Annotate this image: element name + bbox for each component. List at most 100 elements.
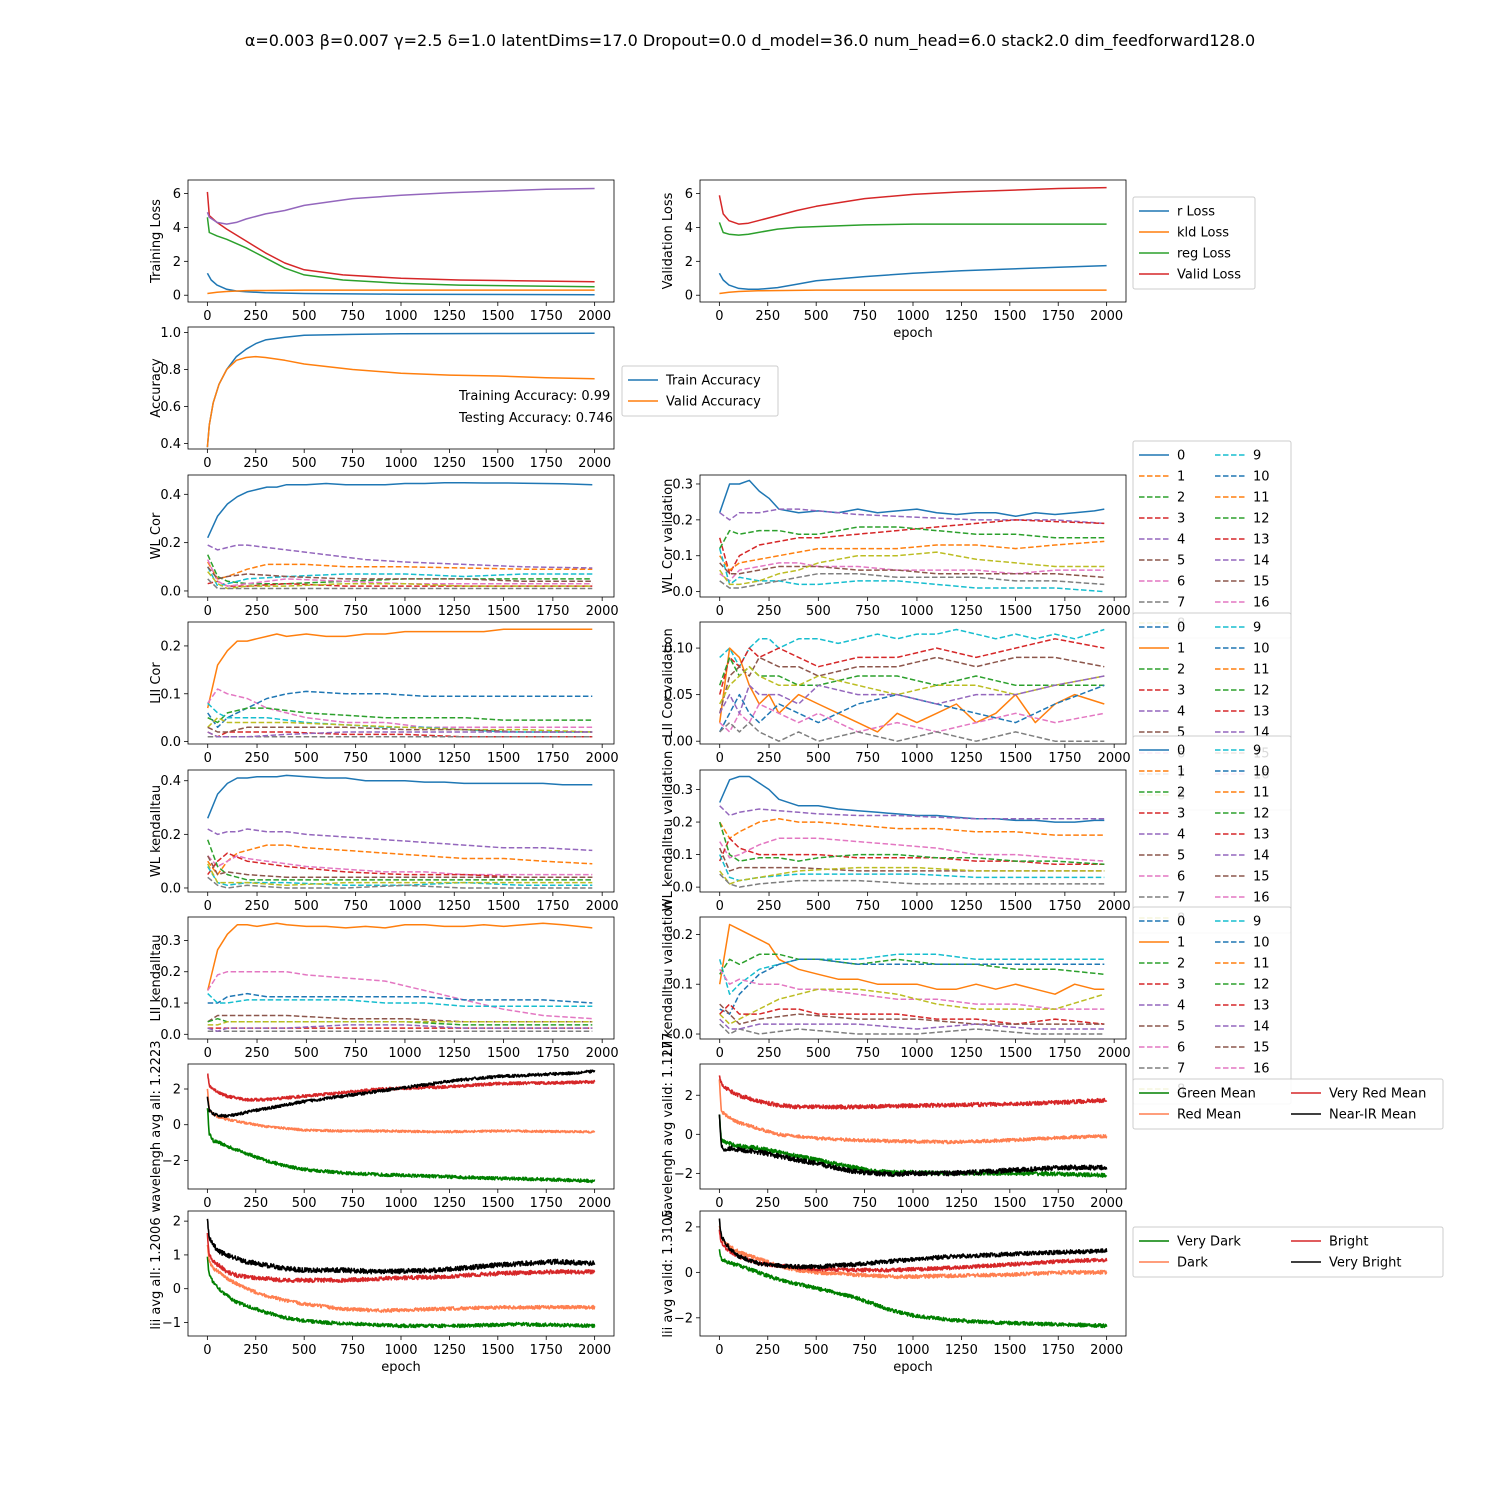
y-tick-label: 0 (173, 1118, 181, 1133)
x-tick-label: 1750 (1048, 899, 1081, 914)
x-tick-label: 1250 (433, 309, 466, 324)
series-line-9 (207, 876, 593, 889)
series-line-8 (719, 866, 1105, 885)
legend-label: 1 (1177, 470, 1185, 485)
panel-wl_cor: 0 250 500 750 1000 1250 1500 1750 2000 0.0 0.2 0.4 W… (149, 474, 619, 619)
legend: 012345678910111213141516 (1132, 906, 1292, 1105)
y-tick-label: 0 (685, 289, 693, 304)
series-group (718, 775, 1105, 888)
x-tick-label: 1250 (945, 1196, 978, 1211)
series-line-6 (719, 684, 1105, 733)
legend-label: 16 (1253, 596, 1270, 611)
legend-label: 13 (1253, 533, 1270, 548)
x-tick-label: 1000 (388, 604, 421, 619)
x-tick-label: 1500 (999, 899, 1032, 914)
legend-label: 6 (1177, 575, 1185, 590)
x-tick-label: 1750 (536, 1046, 569, 1061)
x-tick-label: 750 (340, 1343, 365, 1358)
x-tick-label: 1500 (481, 309, 514, 324)
x-tick-label: 500 (294, 899, 319, 914)
x-tick-label: 500 (292, 456, 317, 471)
legend-box (621, 365, 779, 417)
series-line-8 (719, 1023, 1105, 1035)
x-tick-label: 750 (852, 1343, 877, 1358)
y-tick-label: 1.0 (160, 326, 181, 341)
legend-label: 10 (1253, 936, 1270, 951)
y-tick-label: −2 (674, 1311, 693, 1326)
x-tick-label: 500 (804, 1343, 829, 1358)
series-line-4 (719, 540, 1105, 571)
y-tick-label: 0.1 (160, 997, 181, 1012)
y-tick-label: 0.2 (672, 513, 693, 528)
series-line-1 (206, 355, 595, 448)
x-tick-label: 1750 (1048, 751, 1081, 766)
y-tick-label: 0 (685, 1266, 693, 1281)
panel-lii_cor: 0 250 500 750 1000 1250 1500 1750 2000 0.0 0.1 0.2 L… (149, 621, 619, 766)
y-tick-label: 0.0 (160, 735, 181, 750)
panel-validation_loss: 0 250 500 750 1000 1250 1500 1750 2000 0 2 4 6 Valida… (661, 179, 1256, 341)
legend-label: 5 (1177, 554, 1185, 569)
x-tick-label: 0 (716, 899, 724, 914)
series-line-1 (718, 953, 1105, 995)
series-line-3 (207, 707, 593, 724)
x-tick-label: 1500 (487, 899, 520, 914)
x-tick-label: 250 (757, 899, 782, 914)
series-line-4 (718, 656, 1105, 687)
series-line-6 (207, 855, 593, 879)
legend-box (1132, 1226, 1444, 1278)
legend-label: 15 (1253, 575, 1270, 590)
x-tick-label: 1250 (950, 1046, 983, 1061)
series-group (206, 774, 593, 889)
series-line-5 (719, 665, 1105, 705)
series-line-2 (719, 953, 1105, 976)
y-axis-label: WL Cor validation (661, 479, 676, 594)
y-tick-label: −2 (162, 1154, 181, 1169)
series-line-0 (718, 264, 1107, 291)
series-line-3 (719, 837, 1105, 862)
x-tick-label: 500 (806, 604, 831, 619)
series-line-5 (206, 839, 593, 881)
x-tick-label: 750 (855, 1046, 880, 1061)
series-group (206, 922, 593, 1032)
x-tick-label: 500 (804, 1196, 829, 1211)
series-line-2 (207, 544, 593, 569)
x-tick-label: 2000 (1098, 604, 1131, 619)
legend-label: 12 (1253, 807, 1270, 822)
x-tick-label: 500 (292, 309, 317, 324)
x-tick-label: 1000 (900, 751, 933, 766)
series-line-1 (207, 828, 593, 852)
panel-wavelength_avg_all: 0 250 500 750 1000 1250 1500 1750 2000 −2 0 2 wavele… (149, 1041, 615, 1213)
legend-label: 9 (1253, 449, 1261, 464)
y-tick-label: 0.4 (160, 488, 181, 503)
series-line-8 (719, 551, 1105, 586)
series-line-2 (207, 992, 593, 1004)
series-line-8 (207, 863, 593, 887)
annotation-text: Training Accuracy: 0.99 (458, 389, 610, 404)
x-tick-label: 0 (715, 1343, 723, 1358)
figure-title: α=0.003 β=0.007 γ=2.5 δ=1.0 latentDims=1… (245, 31, 1255, 51)
panel-wl_kendalltau_validation: 0 250 500 750 1000 1250 1500 1750 20000.00.10.20… (661, 735, 1292, 934)
series-line-0 (206, 1108, 596, 1184)
series-line-3 (718, 656, 1105, 714)
legend-label: Near-IR Mean (1329, 1108, 1416, 1123)
y-tick-label: 0 (685, 1128, 693, 1143)
series-line-1 (207, 688, 593, 729)
x-tick-label: 1500 (481, 456, 514, 471)
series-line-0 (718, 479, 1105, 518)
legend: 012345678910111213141516 (1132, 735, 1292, 934)
series-line-3 (207, 855, 593, 876)
series-group (718, 923, 1105, 1035)
x-tick-label: 500 (806, 751, 831, 766)
panel-training_loss: 0 250 500 750 1000 1250 1500 1750 2000 0 2 4 6 Traini… (149, 179, 615, 324)
series-line-3 (206, 1069, 596, 1118)
legend-label: Valid Accuracy (666, 395, 761, 410)
x-tick-label: 250 (757, 751, 782, 766)
legend-label: 0 (1177, 744, 1185, 759)
y-tick-label: 6 (685, 187, 693, 202)
axes-frame (699, 179, 1127, 303)
x-tick-label: 500 (806, 1046, 831, 1061)
x-tick-label: 750 (855, 899, 880, 914)
series-line-1 (718, 647, 1105, 733)
x-tick-label: 750 (343, 604, 368, 619)
legend-label: 2 (1177, 957, 1185, 972)
